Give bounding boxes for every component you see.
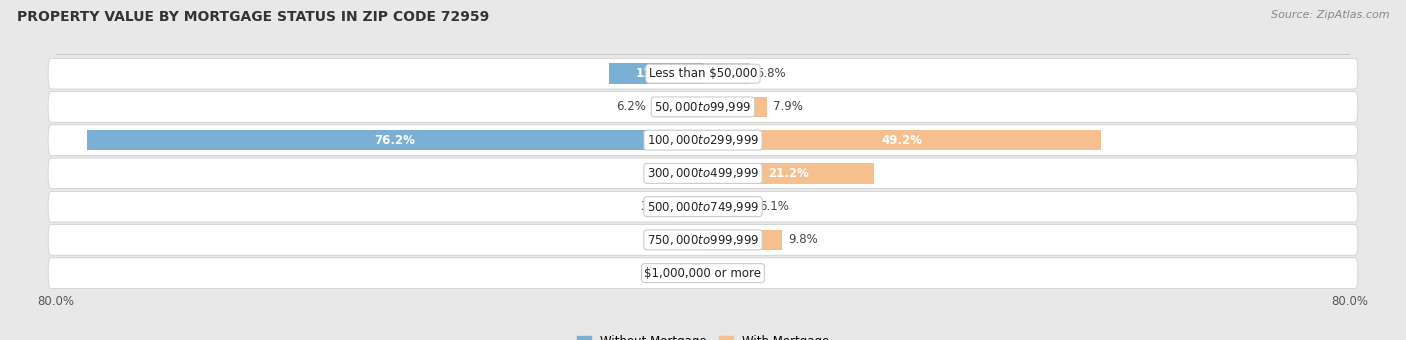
Text: 49.2%: 49.2% [882, 134, 922, 147]
Bar [703, 97, 766, 117]
FancyBboxPatch shape [48, 191, 1358, 222]
Bar [703, 196, 752, 217]
Bar [87, 130, 703, 151]
FancyBboxPatch shape [48, 258, 1358, 288]
Text: 6.2%: 6.2% [617, 100, 647, 114]
Text: 7.9%: 7.9% [773, 100, 803, 114]
Text: $300,000 to $499,999: $300,000 to $499,999 [647, 166, 759, 181]
Text: 9.8%: 9.8% [789, 233, 818, 246]
Text: Source: ZipAtlas.com: Source: ZipAtlas.com [1271, 10, 1389, 20]
Text: 0.0%: 0.0% [710, 267, 740, 279]
Text: 0.0%: 0.0% [666, 233, 696, 246]
Bar [703, 130, 1101, 151]
Text: $750,000 to $999,999: $750,000 to $999,999 [647, 233, 759, 247]
Text: 76.2%: 76.2% [374, 134, 415, 147]
Text: $1,000,000 or more: $1,000,000 or more [644, 267, 762, 279]
Text: 5.8%: 5.8% [756, 67, 786, 80]
Bar [703, 230, 782, 250]
Text: 3.3%: 3.3% [640, 200, 669, 213]
Bar [609, 63, 703, 84]
Text: $100,000 to $299,999: $100,000 to $299,999 [647, 133, 759, 147]
Text: 2.7%: 2.7% [645, 167, 675, 180]
Text: $500,000 to $749,999: $500,000 to $749,999 [647, 200, 759, 214]
Bar [676, 196, 703, 217]
Text: 0.0%: 0.0% [666, 267, 696, 279]
FancyBboxPatch shape [48, 91, 1358, 122]
Text: 21.2%: 21.2% [768, 167, 808, 180]
Bar [681, 163, 703, 184]
Bar [703, 163, 875, 184]
Text: 6.1%: 6.1% [759, 200, 789, 213]
FancyBboxPatch shape [48, 125, 1358, 155]
Text: 11.6%: 11.6% [636, 67, 676, 80]
FancyBboxPatch shape [48, 158, 1358, 189]
FancyBboxPatch shape [48, 225, 1358, 255]
Bar [703, 63, 749, 84]
FancyBboxPatch shape [48, 58, 1358, 89]
Text: $50,000 to $99,999: $50,000 to $99,999 [654, 100, 752, 114]
Bar [652, 97, 703, 117]
Text: PROPERTY VALUE BY MORTGAGE STATUS IN ZIP CODE 72959: PROPERTY VALUE BY MORTGAGE STATUS IN ZIP… [17, 10, 489, 24]
Text: Less than $50,000: Less than $50,000 [648, 67, 758, 80]
Legend: Without Mortgage, With Mortgage: Without Mortgage, With Mortgage [572, 331, 834, 340]
